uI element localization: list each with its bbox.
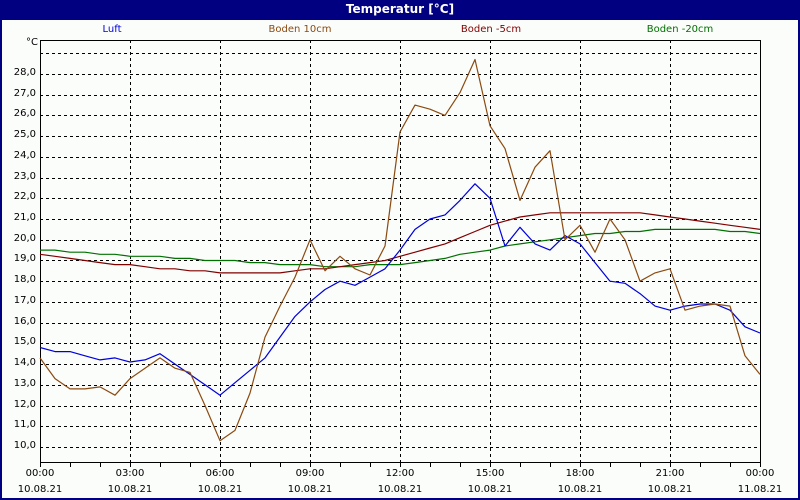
y-tick-label: 23,0: [13, 170, 36, 182]
y-tick-label: 10,0: [13, 439, 36, 451]
y-axis-unit-label: °C: [26, 37, 38, 48]
legend-item: Luft: [102, 24, 122, 35]
boden-5cm-line: [39, 212, 761, 274]
x-tick-label: 15:00 10.08.21: [467, 468, 513, 495]
y-tick-label: 21,0: [13, 212, 36, 224]
y-tick-label: 28,0: [13, 67, 36, 78]
x-tick-label: 18:00 10.08.21: [557, 468, 603, 495]
y-tick-label: 16,0: [13, 315, 36, 327]
y-tick-label: 24,0: [13, 149, 36, 161]
boden-10cm-line: [39, 58, 761, 442]
x-tick-label: 09:00 10.08.21: [287, 468, 333, 495]
x-tick-label: 00:00 10.08.21: [17, 468, 63, 495]
y-tick-label: 25,0: [13, 129, 36, 141]
y-tick-label: 27,0: [13, 87, 36, 99]
y-tick-label: 15,0: [13, 336, 36, 348]
y-tick-label: 20,0: [13, 232, 36, 244]
y-tick-label: 11,0: [13, 419, 36, 431]
y-tick-label: 22,0: [13, 191, 36, 203]
window-title-bar: Temperatur [°C]: [0, 0, 800, 20]
y-tick-label: 14,0: [13, 357, 36, 369]
window-title: Temperatur [°C]: [345, 2, 455, 16]
y-tick-label: 26,0: [13, 108, 36, 120]
y-tick-label: 13,0: [13, 377, 36, 389]
x-tick-label: 21:00 10.08.21: [647, 468, 693, 495]
legend-item: Boden -5cm: [460, 24, 522, 35]
x-tick-label: 03:00 10.08.21: [107, 468, 153, 495]
luft-line: [39, 183, 761, 396]
plot-frame: [40, 40, 761, 463]
x-tick-label: 00:00 11.08.21: [737, 468, 783, 495]
x-tick-label: 12:00 10.08.21: [377, 468, 423, 495]
y-tick-label: 19,0: [13, 253, 36, 265]
legend-item: Boden -20cm: [646, 24, 714, 35]
x-tick-label: 06:00 10.08.21: [197, 468, 243, 495]
y-tick-label: 12,0: [13, 398, 36, 410]
legend-item: Boden 10cm: [268, 24, 332, 35]
y-tick-label: 18,0: [13, 274, 36, 286]
y-tick-label: 17,0: [13, 294, 36, 306]
boden-20cm-line: [40, 228, 761, 268]
